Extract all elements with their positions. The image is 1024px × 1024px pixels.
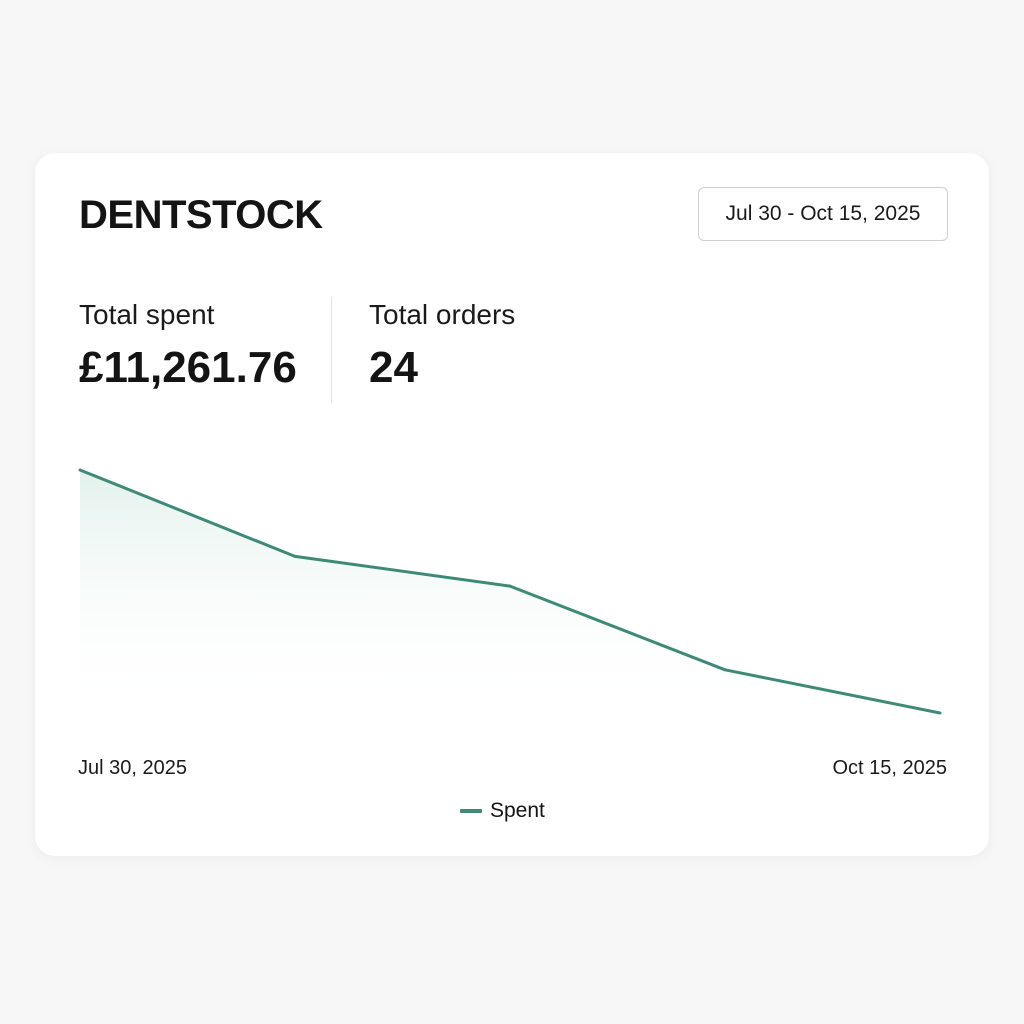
legend: Spent (460, 799, 545, 823)
spend-card: DENTSTOCK Jul 30 - Oct 15, 2025 Total sp… (35, 153, 989, 856)
x-tick-label: Jul 30, 2025 (78, 757, 187, 779)
date-range-button[interactable]: Jul 30 - Oct 15, 2025 (698, 187, 948, 241)
stat-value: 24 (369, 343, 418, 392)
data-point (508, 584, 512, 588)
spend-chart (78, 468, 942, 715)
data-point (723, 668, 727, 672)
x-tick-label: Oct 15, 2025 (832, 757, 947, 779)
data-point (938, 711, 942, 715)
data-point (293, 554, 297, 558)
area-fill (80, 470, 940, 713)
data-point (78, 468, 82, 472)
brand-logo: DENTSTOCK (79, 193, 323, 237)
stat-total-spent: Total spent £11,261.76 (79, 299, 297, 393)
legend-label: Spent (490, 799, 545, 822)
legend-swatch (460, 809, 482, 813)
stat-divider (331, 297, 332, 403)
stat-label: Total orders (369, 299, 516, 330)
stat-label: Total spent (79, 299, 215, 330)
stat-total-orders: Total orders 24 (369, 299, 515, 393)
stat-value: £11,261.76 (79, 343, 297, 392)
